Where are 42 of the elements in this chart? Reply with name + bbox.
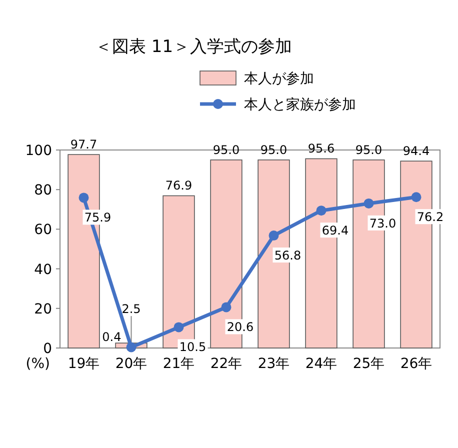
legend-label: 本人が参加: [244, 71, 314, 87]
y-tick-label: 20: [34, 301, 52, 318]
y-tick-label: 100: [25, 143, 52, 159]
y-tick-label: 80: [34, 182, 52, 199]
data-label: 76.9: [165, 178, 192, 193]
x-tick-label: 26年: [400, 356, 432, 372]
point: [174, 322, 184, 332]
point: [221, 302, 232, 312]
point: [411, 192, 422, 202]
data-label: 10.5: [179, 340, 206, 354]
data-label: 73.0: [369, 216, 396, 230]
data-label: 69.4: [322, 224, 349, 238]
point: [364, 198, 374, 208]
chart-title: ＜図表 11＞入学式の参加: [95, 37, 292, 57]
data-label: 97.7: [70, 138, 98, 152]
text: (%): [26, 356, 50, 372]
legend-label: 本人と家族が参加: [244, 97, 356, 113]
y-tick-label: 60: [34, 222, 52, 238]
x-tick-label: 19年: [68, 356, 100, 372]
x-tick-label: 25年: [352, 356, 385, 372]
x-tick-label: 20年: [115, 356, 148, 372]
data-label: 95.6: [308, 142, 335, 156]
data-label: 95.0: [212, 142, 240, 157]
data-label: 76.2: [416, 210, 444, 224]
point: [316, 206, 326, 216]
x-tick-label: 24年: [305, 356, 338, 372]
point: [126, 342, 136, 352]
data-label: 95.0: [260, 142, 288, 157]
x-tick-label: 23年: [258, 356, 290, 372]
data-label: 75.9: [84, 210, 112, 225]
y-tick-label: 0: [43, 341, 52, 357]
data-label: 94.4: [402, 144, 430, 158]
point: [268, 230, 279, 241]
data-label: 20.6: [226, 320, 254, 334]
x-tick-label: 21年: [162, 356, 195, 372]
data-label: 2.5: [122, 302, 141, 316]
data-label: 95.0: [355, 142, 382, 157]
point: [78, 192, 89, 203]
data-label: 56.8: [274, 248, 302, 263]
y-tick-label: 40: [34, 262, 52, 278]
x-tick-label: 22年: [210, 356, 242, 372]
data-label: 0.4: [102, 330, 122, 344]
